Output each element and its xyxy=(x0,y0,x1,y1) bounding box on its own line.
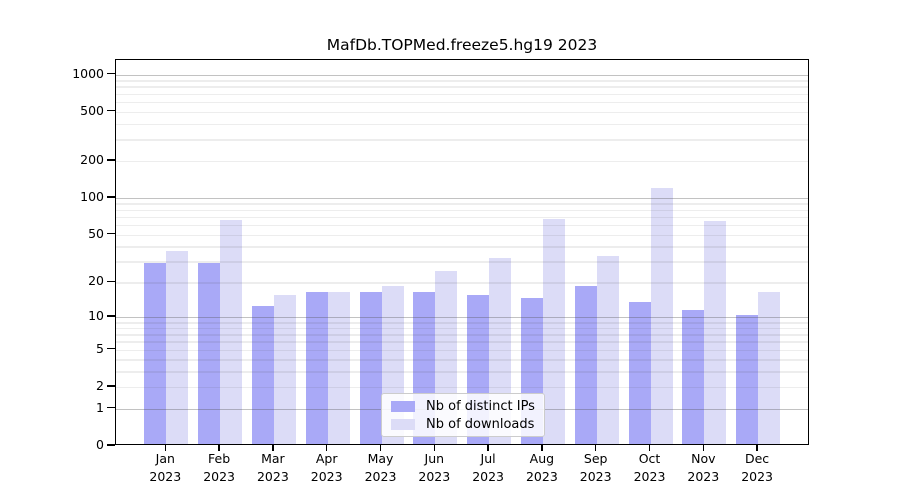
bar-mar-nb-of-distinct-ips xyxy=(251,306,274,444)
x-tick-label-dec: Dec 2023 xyxy=(741,451,773,484)
x-tick-mark-jun xyxy=(433,445,436,451)
x-tick-mark-jul xyxy=(487,445,489,451)
x-tick-label-sep: Sep 2023 xyxy=(579,451,612,484)
x-tick-mark-nov xyxy=(702,445,705,451)
x-tick-label-jun: Jun 2023 xyxy=(418,451,451,484)
y-tick-mark-5 xyxy=(107,347,115,350)
legend-label-nb-of-distinct-ips: Nb of distinct IPs xyxy=(426,398,535,414)
bar-nov-nb-of-downloads xyxy=(704,221,727,444)
legend-item-nb-of-downloads: Nb of downloads xyxy=(391,418,535,431)
x-tick-label-may: May 2023 xyxy=(364,451,397,484)
y-tick-label-500: 500 xyxy=(80,102,104,118)
x-tick-mark-may xyxy=(379,445,382,451)
legend-label-nb-of-downloads: Nb of downloads xyxy=(426,416,535,432)
y-tick-label-200: 200 xyxy=(80,151,104,167)
bar-jan-nb-of-downloads xyxy=(166,251,189,444)
y-tick-mark-20 xyxy=(107,280,115,283)
x-tick-label-oct: Oct 2023 xyxy=(633,451,666,484)
x-tick-mark-aug xyxy=(541,445,543,451)
x-tick-mark-sep xyxy=(594,445,597,451)
y-tick-mark-100 xyxy=(107,196,115,198)
bar-dec-nb-of-downloads xyxy=(758,291,781,444)
y-tick-mark-50 xyxy=(107,232,115,235)
x-tick-label-nov: Nov 2023 xyxy=(687,451,720,484)
legend-swatch-nb-of-distinct-ips xyxy=(391,400,415,412)
bar-sep-nb-of-distinct-ips xyxy=(574,285,597,444)
bar-oct-nb-of-downloads xyxy=(650,188,673,444)
y-tick-label-10: 10 xyxy=(88,308,104,324)
y-tick-mark-10 xyxy=(107,315,115,317)
y-tick-label-2: 2 xyxy=(96,377,104,393)
x-tick-mark-feb xyxy=(218,445,220,451)
x-tick-label-mar: Mar 2023 xyxy=(256,451,289,484)
bar-feb-nb-of-downloads xyxy=(220,219,243,444)
legend-swatch-nb-of-downloads xyxy=(391,418,415,430)
chart-title: MafDb.TOPMed.freeze5.hg19 2023 xyxy=(326,36,598,54)
legend: Nb of distinct IPs Nb of downloads xyxy=(381,393,545,437)
y-tick-mark-1000 xyxy=(107,72,115,75)
bar-feb-nb-of-distinct-ips xyxy=(198,262,221,444)
y-tick-mark-500 xyxy=(107,109,115,112)
bars-layer xyxy=(116,60,808,444)
bar-apr-nb-of-downloads xyxy=(327,291,350,444)
bar-sep-nb-of-downloads xyxy=(596,256,619,444)
bar-jan-nb-of-distinct-ips xyxy=(144,262,167,444)
y-tick-label-1: 1 xyxy=(96,399,104,415)
y-tick-mark-1 xyxy=(107,406,115,409)
x-tick-mark-apr xyxy=(325,445,328,451)
bar-may-nb-of-distinct-ips xyxy=(359,291,382,444)
y-tick-label-20: 20 xyxy=(88,273,104,289)
bar-nov-nb-of-distinct-ips xyxy=(682,310,705,444)
x-tick-label-aug: Aug 2023 xyxy=(525,451,558,484)
y-tick-mark-200 xyxy=(107,159,115,161)
bar-mar-nb-of-downloads xyxy=(273,294,296,444)
x-tick-label-jan: Jan 2023 xyxy=(149,451,182,484)
bar-dec-nb-of-distinct-ips xyxy=(736,315,759,444)
x-tick-label-jul: Jul 2023 xyxy=(472,451,504,484)
bar-oct-nb-of-distinct-ips xyxy=(628,302,651,444)
y-tick-label-5: 5 xyxy=(96,340,104,356)
x-tick-mark-oct xyxy=(648,445,651,451)
x-tick-label-apr: Apr 2023 xyxy=(310,451,343,484)
x-tick-mark-jan xyxy=(164,445,167,451)
y-tick-mark-2 xyxy=(107,385,115,387)
y-tick-label-1000: 1000 xyxy=(72,65,104,81)
x-tick-mark-mar xyxy=(272,445,274,451)
bar-aug-nb-of-downloads xyxy=(542,218,565,444)
y-tick-label-0: 0 xyxy=(96,437,104,452)
y-tick-mark-0 xyxy=(107,444,115,446)
x-tick-mark-dec xyxy=(756,445,758,451)
y-tick-label-100: 100 xyxy=(80,188,104,204)
bar-apr-nb-of-distinct-ips xyxy=(305,291,328,444)
y-tick-label-50: 50 xyxy=(88,225,104,241)
x-tick-label-feb: Feb 2023 xyxy=(203,451,235,484)
legend-item-nb-of-distinct-ips: Nb of distinct IPs xyxy=(391,400,535,413)
plot-area: Nb of distinct IPs Nb of downloads xyxy=(115,59,809,445)
